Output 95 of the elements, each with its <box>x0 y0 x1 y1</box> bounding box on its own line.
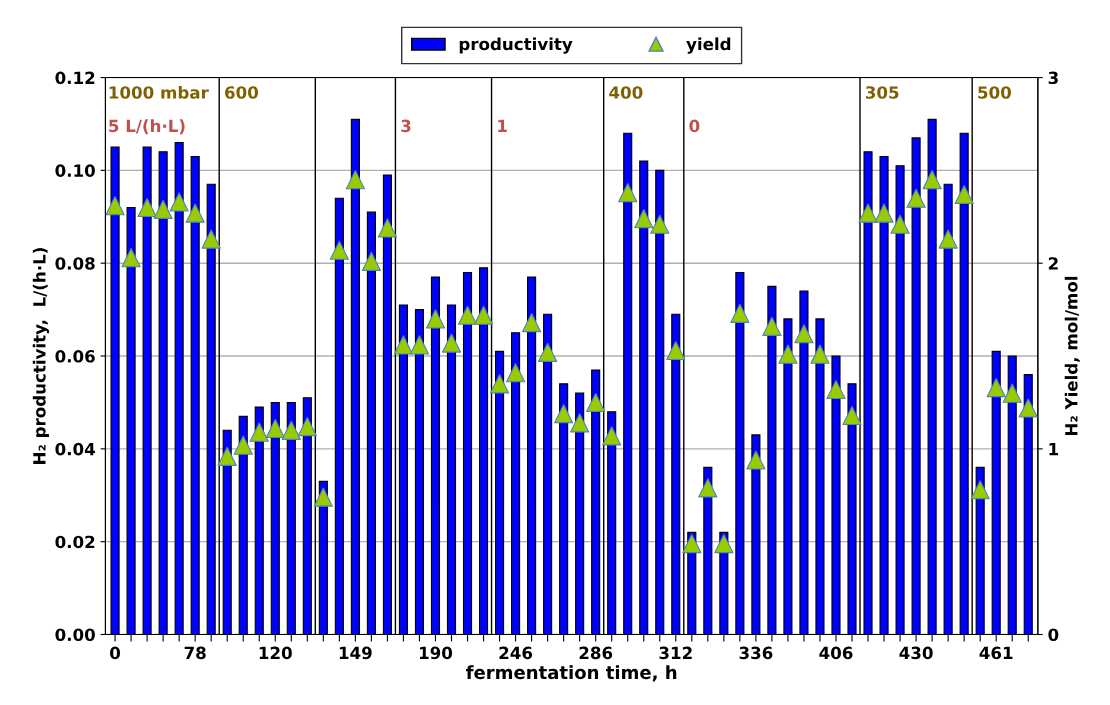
point <box>201 229 221 249</box>
point <box>185 203 205 223</box>
x-tick-label: 336 <box>739 646 773 660</box>
x-tick-label: 430 <box>899 646 933 660</box>
point <box>217 446 237 466</box>
point <box>858 203 878 223</box>
x-tick-label: 120 <box>259 646 292 660</box>
point <box>634 209 654 229</box>
point <box>169 192 189 212</box>
point <box>954 184 974 205</box>
annotation: 1000 mbar <box>109 85 209 99</box>
point <box>265 418 285 439</box>
point <box>1002 383 1022 403</box>
point <box>233 435 253 455</box>
point <box>586 392 606 413</box>
point <box>105 196 125 216</box>
point <box>810 344 830 364</box>
y-tick-label: 0.00 <box>55 628 95 642</box>
point <box>137 197 157 218</box>
point <box>361 251 382 271</box>
y2-tick-label: 3 <box>1048 71 1058 85</box>
x-tick-label: 149 <box>339 646 372 660</box>
point <box>938 229 958 249</box>
point <box>906 188 926 208</box>
point <box>794 324 814 344</box>
point <box>249 422 269 442</box>
point <box>826 379 846 400</box>
point <box>313 487 333 507</box>
point <box>521 312 542 333</box>
point <box>570 413 590 433</box>
annotation: 3 <box>401 119 411 133</box>
point <box>714 533 734 554</box>
point <box>666 340 686 361</box>
x-tick-label: 286 <box>579 646 613 660</box>
y2-tick-label: 0 <box>1048 628 1059 642</box>
point <box>345 170 365 190</box>
point <box>329 240 349 260</box>
annotation: 0 <box>689 119 700 133</box>
y-tick-label: 0.02 <box>55 535 95 549</box>
x-tick-label: 0 <box>110 646 121 660</box>
y2-tick-label: 2 <box>1048 257 1058 270</box>
point <box>730 303 750 323</box>
point <box>297 416 317 437</box>
y-tick-label: 0.08 <box>55 257 95 270</box>
x-axis-title: fermentation time, h <box>466 665 677 682</box>
point <box>874 203 894 223</box>
y-tick-label: 0.04 <box>55 442 95 456</box>
point <box>153 199 173 219</box>
point <box>121 248 141 268</box>
annotation: 400 <box>609 86 643 99</box>
point <box>441 333 462 353</box>
x-tick-label: 461 <box>979 646 1013 660</box>
point <box>970 480 990 500</box>
x-tick-label: 312 <box>659 646 692 660</box>
point <box>457 305 478 325</box>
y2-axis-title: H₂ Yield, mol/mol <box>1064 276 1080 436</box>
point <box>922 170 942 190</box>
legend-label: yield <box>686 37 731 54</box>
point <box>281 420 301 440</box>
annotation: 305 <box>865 86 899 99</box>
point <box>554 403 574 424</box>
x-tick-label: 406 <box>819 646 853 660</box>
annotation: 1 <box>498 119 507 132</box>
annotation: 600 <box>225 86 258 99</box>
x-tick-label: 246 <box>499 646 533 660</box>
point <box>473 305 494 325</box>
point <box>409 335 430 355</box>
legend-label: productivity <box>459 37 573 54</box>
point <box>842 405 862 426</box>
point <box>602 426 622 446</box>
x-tick-label: 78 <box>184 646 206 660</box>
annotation: 5 L/(h·L) <box>109 119 185 135</box>
annotation: 500 <box>978 86 1011 99</box>
y-axis-title: H₂ productivity, L/(h·L) <box>32 248 50 464</box>
point <box>393 335 414 355</box>
point <box>746 450 766 470</box>
point <box>682 533 702 554</box>
point <box>618 183 638 203</box>
y-tick-label: 0.12 <box>55 71 95 85</box>
point <box>762 316 782 336</box>
point <box>489 374 510 394</box>
point <box>698 478 718 498</box>
point <box>778 344 798 364</box>
point <box>377 218 398 238</box>
point <box>505 363 526 383</box>
y2-tick-label: 1 <box>1049 443 1059 456</box>
y-tick-label: 0.06 <box>55 349 95 363</box>
point <box>538 342 558 362</box>
point <box>986 377 1006 398</box>
y-tick-label: 0.10 <box>55 164 95 177</box>
point <box>425 309 446 329</box>
point <box>1018 398 1038 418</box>
x-tick-label: 190 <box>419 646 453 660</box>
point <box>650 214 670 234</box>
point <box>890 214 910 234</box>
